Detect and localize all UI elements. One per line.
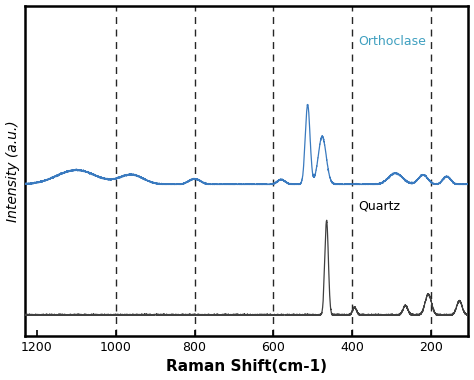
Text: Quartz: Quartz: [358, 199, 400, 212]
X-axis label: Raman Shift(cm-1): Raman Shift(cm-1): [166, 359, 327, 374]
Text: Orthoclase: Orthoclase: [358, 35, 426, 48]
Y-axis label: Intensity (a.u.): Intensity (a.u.): [6, 120, 19, 222]
